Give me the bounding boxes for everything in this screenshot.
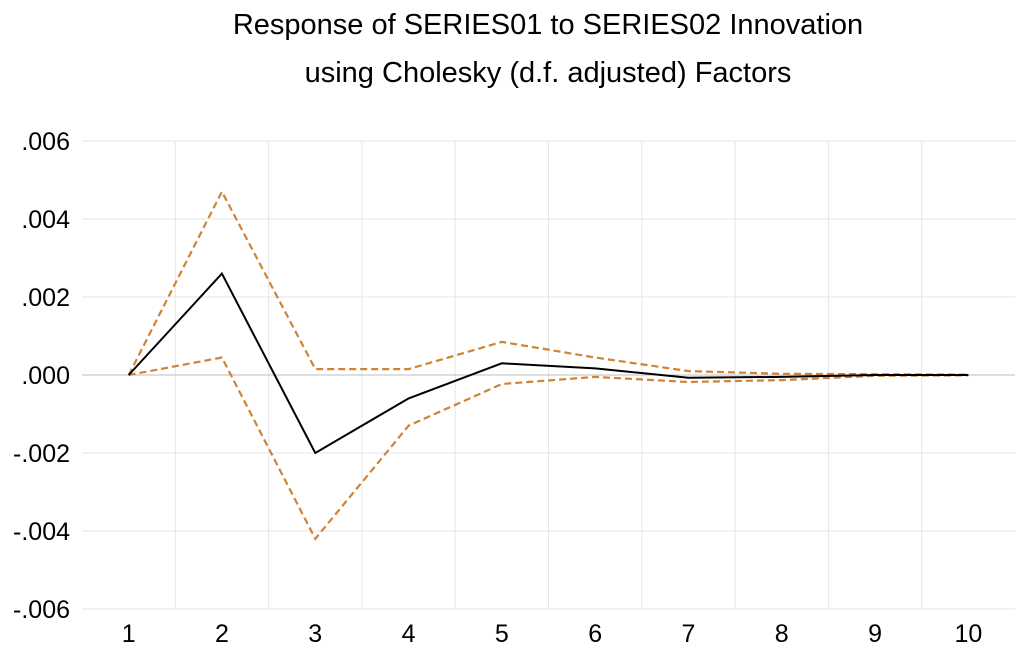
chart-title-line-1: Response of SERIES01 to SERIES02 Innovat…	[233, 9, 863, 41]
x-tick-label: 10	[954, 620, 982, 648]
x-tick-label: 2	[215, 620, 229, 648]
x-tick-label: 8	[775, 620, 789, 648]
y-tick-label: .006	[21, 128, 70, 156]
series-line-lower-band	[128, 356, 969, 541]
x-tick-label: 4	[402, 620, 416, 648]
series-line-upper-band	[127, 189, 969, 376]
y-tick-label: .004	[21, 206, 70, 234]
x-tick-label: 5	[495, 620, 509, 648]
x-tick-label: 7	[681, 620, 695, 648]
y-tick-label: -.006	[13, 596, 70, 624]
x-tick-label: 3	[308, 620, 322, 648]
x-tick-label: 9	[868, 620, 882, 648]
chart-title: Response of SERIES01 to SERIES02 Innovat…	[233, 9, 863, 89]
y-axis-tick-labels: .006 .004 .002 .000 -.002 -.004 -.006	[13, 128, 70, 624]
series-lines	[127, 189, 969, 541]
y-tick-label: -.002	[13, 440, 70, 468]
y-tick-label: .000	[21, 362, 70, 390]
chart-title-line-2: using Cholesky (d.f. adjusted) Factors	[305, 57, 792, 89]
x-tick-label: 1	[122, 620, 136, 648]
x-axis-tick-labels: 1 2 3 4 5 6 7 8 9 10	[122, 620, 983, 648]
x-tick-label: 6	[588, 620, 602, 648]
series-line-response	[127, 271, 969, 455]
y-tick-label: .002	[21, 284, 70, 312]
y-tick-label: -.004	[13, 518, 70, 546]
